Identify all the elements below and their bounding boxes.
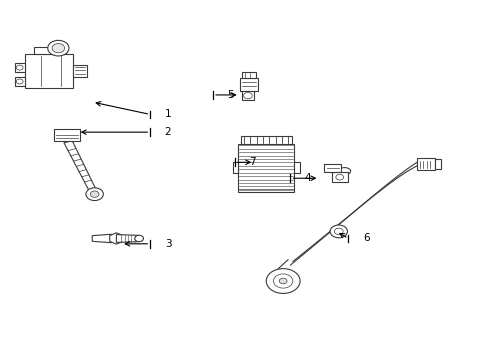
Polygon shape [109,233,123,244]
Text: 6: 6 [362,234,369,243]
Polygon shape [116,235,138,242]
Circle shape [16,65,23,70]
Polygon shape [331,172,348,182]
Polygon shape [416,158,435,170]
Bar [241,136,291,144]
Circle shape [48,40,69,56]
Polygon shape [239,78,258,91]
Polygon shape [73,65,87,77]
Ellipse shape [338,168,350,175]
Text: 3: 3 [164,239,171,249]
Polygon shape [53,129,80,141]
Circle shape [135,235,143,242]
Polygon shape [34,47,65,54]
Circle shape [334,228,343,235]
Circle shape [52,44,64,53]
Polygon shape [242,72,255,78]
Text: 1: 1 [164,109,171,120]
Polygon shape [293,162,299,173]
Polygon shape [15,77,24,86]
Text: 7: 7 [249,157,255,167]
Circle shape [279,278,286,284]
Polygon shape [242,91,254,100]
Text: 4: 4 [305,173,311,183]
Text: 5: 5 [227,90,234,100]
Circle shape [86,188,103,201]
Polygon shape [24,54,73,88]
Circle shape [16,79,23,84]
Polygon shape [324,164,341,172]
Bar [435,159,440,169]
Polygon shape [64,141,98,195]
Circle shape [273,274,292,288]
Polygon shape [92,234,111,243]
Text: 2: 2 [164,127,171,137]
Circle shape [329,225,347,238]
Circle shape [335,174,343,180]
Bar [238,144,293,192]
Polygon shape [15,63,24,72]
Polygon shape [232,162,238,173]
Circle shape [243,93,252,99]
Circle shape [265,269,300,293]
Circle shape [90,191,99,197]
